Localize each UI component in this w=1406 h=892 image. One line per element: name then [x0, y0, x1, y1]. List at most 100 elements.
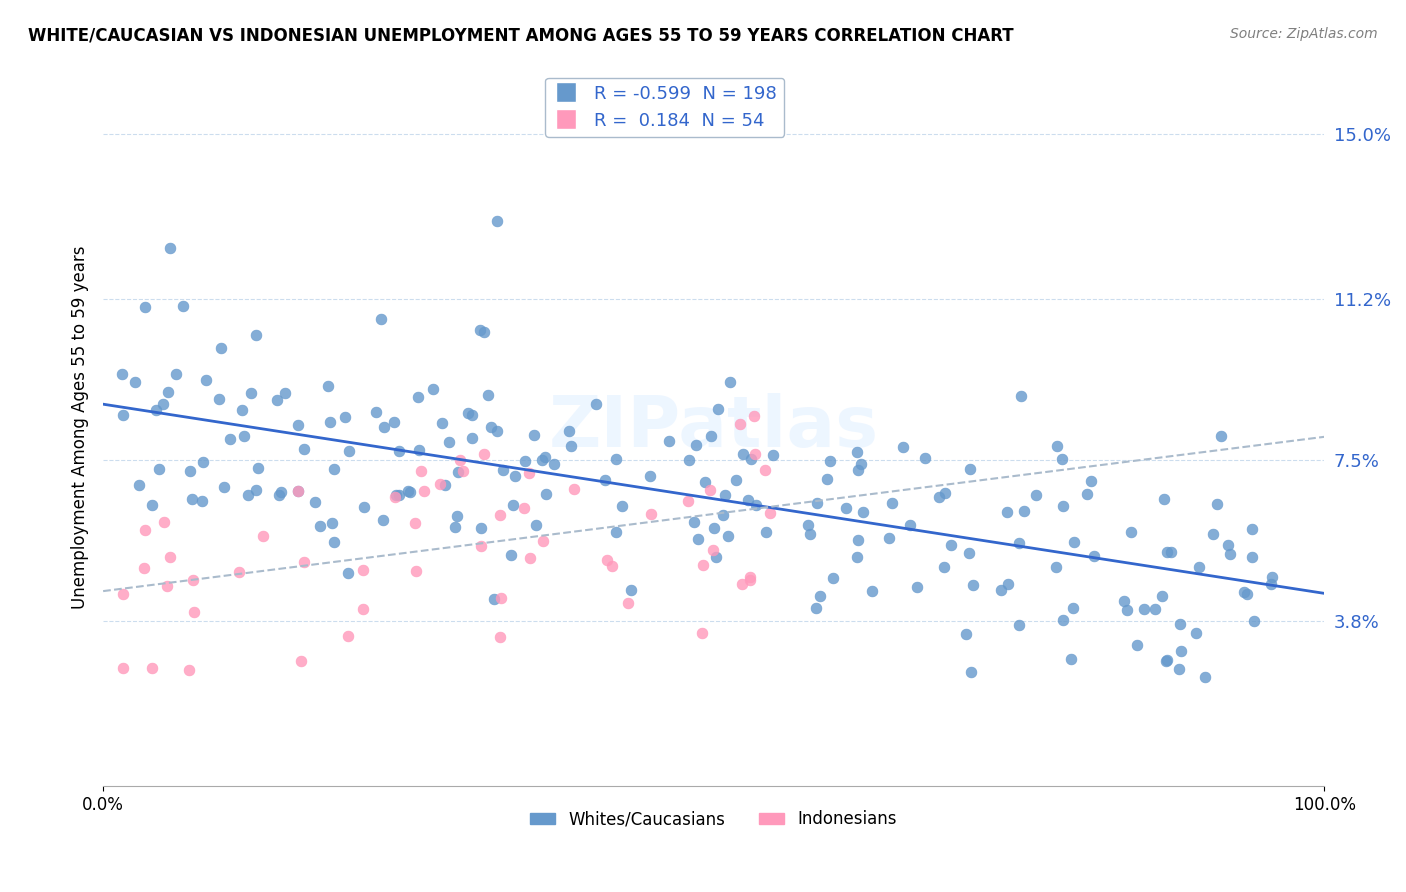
Point — [453, 464, 475, 478]
Point — [914, 450, 936, 465]
Point — [247, 460, 270, 475]
Point — [1046, 439, 1069, 453]
Point — [179, 464, 201, 478]
Point — [447, 465, 470, 479]
Point — [941, 537, 963, 551]
Point — [252, 529, 274, 543]
Point — [472, 325, 495, 339]
Point — [1202, 526, 1225, 541]
Point — [744, 447, 766, 461]
Point — [880, 496, 903, 510]
Point — [112, 408, 135, 422]
Point — [1116, 603, 1139, 617]
Point — [172, 299, 194, 313]
Point — [797, 518, 820, 533]
Point — [489, 508, 512, 523]
Point — [600, 558, 623, 573]
Point — [905, 581, 928, 595]
Point — [433, 478, 456, 492]
Point — [744, 409, 766, 424]
Point — [408, 442, 430, 457]
Point — [1156, 652, 1178, 666]
Point — [560, 439, 582, 453]
Point — [233, 428, 256, 442]
Point — [1219, 547, 1241, 561]
Point — [585, 397, 607, 411]
Point — [429, 476, 451, 491]
Point — [1168, 616, 1191, 631]
Point — [1160, 545, 1182, 559]
Point — [1205, 497, 1227, 511]
Point — [959, 461, 981, 475]
Point — [141, 499, 163, 513]
Point — [485, 424, 508, 438]
Point — [1156, 545, 1178, 559]
Point — [479, 420, 502, 434]
Point — [852, 505, 875, 519]
Point — [740, 452, 762, 467]
Point — [128, 478, 150, 492]
Point — [148, 462, 170, 476]
Point — [1236, 587, 1258, 601]
Point — [238, 488, 260, 502]
Point — [337, 629, 360, 643]
Point — [470, 521, 492, 535]
Point — [799, 527, 821, 541]
Point — [745, 499, 768, 513]
Point — [134, 524, 156, 538]
Point — [274, 386, 297, 401]
Point — [399, 485, 422, 500]
Point — [1185, 626, 1208, 640]
Point — [1050, 451, 1073, 466]
Point — [693, 475, 716, 489]
Point — [877, 531, 900, 545]
Point — [141, 661, 163, 675]
Point — [1010, 389, 1032, 403]
Point — [755, 524, 778, 539]
Point — [1260, 577, 1282, 591]
Point — [725, 473, 748, 487]
Point — [1126, 638, 1149, 652]
Point — [658, 434, 681, 449]
Point — [638, 469, 661, 483]
Point — [388, 488, 411, 502]
Point — [304, 495, 326, 509]
Point — [409, 464, 432, 478]
Point — [817, 472, 839, 486]
Point — [1060, 652, 1083, 666]
Point — [513, 454, 536, 468]
Point — [477, 388, 499, 402]
Point — [995, 505, 1018, 519]
Point — [145, 402, 167, 417]
Point — [152, 397, 174, 411]
Point — [267, 487, 290, 501]
Point — [292, 556, 315, 570]
Point — [461, 408, 484, 422]
Point — [692, 625, 714, 640]
Point — [1240, 549, 1263, 564]
Point — [543, 457, 565, 471]
Point — [821, 571, 844, 585]
Point — [846, 549, 869, 564]
Point — [191, 455, 214, 469]
Point — [266, 392, 288, 407]
Point — [683, 515, 706, 529]
Point — [962, 577, 984, 591]
Point — [165, 367, 187, 381]
Text: ZIPatlas: ZIPatlas — [548, 392, 879, 462]
Point — [818, 454, 841, 468]
Point — [124, 375, 146, 389]
Point — [851, 458, 873, 472]
Point — [846, 533, 869, 548]
Point — [754, 463, 776, 477]
Point — [717, 529, 740, 543]
Point — [640, 507, 662, 521]
Point — [470, 539, 492, 553]
Point — [846, 463, 869, 477]
Point — [228, 565, 250, 579]
Y-axis label: Unemployment Among Ages 55 to 59 years: Unemployment Among Ages 55 to 59 years — [72, 245, 89, 609]
Point — [720, 375, 742, 389]
Point — [530, 453, 553, 467]
Point — [517, 467, 540, 481]
Point — [449, 453, 471, 467]
